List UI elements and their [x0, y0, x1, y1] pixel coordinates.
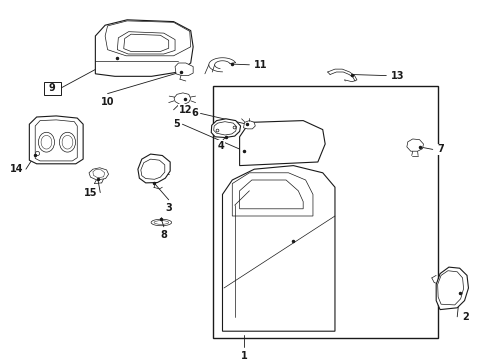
Polygon shape	[93, 169, 104, 178]
Polygon shape	[437, 271, 463, 305]
Polygon shape	[117, 32, 175, 54]
Bar	[212, 86, 437, 338]
Polygon shape	[232, 173, 312, 216]
Text: 13: 13	[390, 71, 404, 81]
Polygon shape	[211, 119, 240, 138]
Polygon shape	[29, 116, 83, 164]
Text: 2: 2	[461, 312, 468, 322]
Text: 8: 8	[160, 230, 167, 240]
Polygon shape	[123, 34, 168, 51]
Polygon shape	[141, 159, 164, 179]
Polygon shape	[89, 168, 108, 180]
Polygon shape	[406, 139, 423, 151]
Polygon shape	[105, 21, 190, 56]
Polygon shape	[213, 122, 236, 135]
Polygon shape	[174, 93, 190, 104]
Polygon shape	[243, 121, 255, 129]
Text: 4: 4	[217, 141, 224, 151]
Text: 9: 9	[49, 83, 56, 93]
Polygon shape	[239, 180, 303, 209]
Text: 14: 14	[10, 164, 23, 174]
Polygon shape	[435, 267, 468, 310]
Text: 10: 10	[101, 97, 114, 107]
Text: 7: 7	[437, 144, 444, 154]
FancyBboxPatch shape	[44, 82, 61, 95]
Text: 5: 5	[173, 119, 180, 129]
Polygon shape	[138, 154, 170, 183]
Text: 12: 12	[178, 105, 192, 115]
Text: 6: 6	[191, 108, 198, 118]
Text: 3: 3	[165, 203, 172, 213]
Polygon shape	[222, 166, 334, 331]
Text: 11: 11	[254, 60, 267, 70]
Polygon shape	[95, 20, 193, 76]
Polygon shape	[239, 121, 325, 166]
Text: 15: 15	[84, 188, 98, 198]
Polygon shape	[35, 120, 77, 161]
Text: 1: 1	[241, 351, 247, 360]
Polygon shape	[175, 63, 193, 76]
